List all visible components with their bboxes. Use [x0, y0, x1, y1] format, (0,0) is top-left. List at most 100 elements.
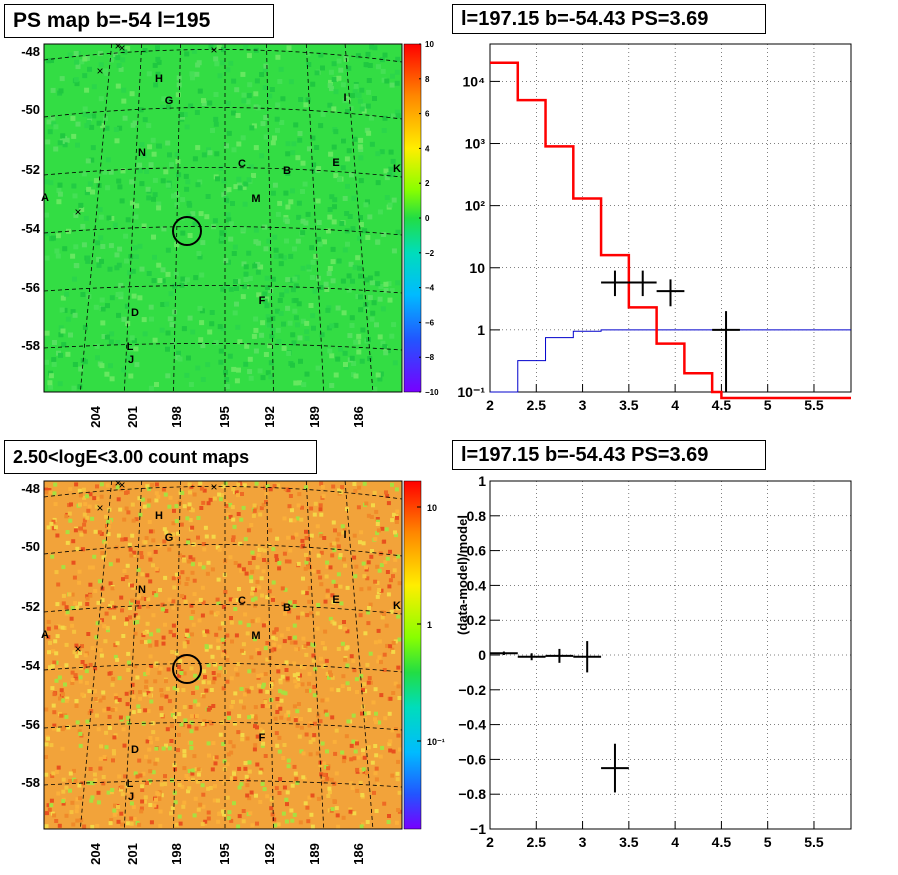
map-pixel [53, 502, 58, 507]
map-pixel [87, 181, 93, 187]
map-pixel [147, 498, 152, 503]
map-pixel [160, 267, 166, 273]
map-pixel [179, 282, 185, 288]
map-pixel [217, 811, 222, 816]
map-pixel [113, 707, 118, 712]
map-pixel [390, 158, 396, 164]
source-label-i: I [343, 92, 346, 104]
map-pixel [78, 651, 82, 655]
map-pixel [237, 563, 242, 568]
map-pixel [57, 675, 62, 680]
map-pixel [54, 651, 59, 656]
map-pixel [131, 585, 136, 590]
map-pixel [84, 123, 90, 129]
map-pixel [272, 630, 277, 635]
map-pixel [286, 488, 291, 493]
y-tick-label: −0.6 [458, 751, 486, 767]
map-pixel [333, 89, 339, 95]
map-pixel [53, 146, 59, 152]
map-pixel [360, 711, 364, 716]
map-pixel [125, 563, 130, 568]
map-pixel [184, 773, 189, 778]
map-pixel [260, 320, 266, 326]
map-pixel [108, 562, 113, 567]
map-pixel [331, 106, 337, 112]
map-pixel [233, 184, 239, 190]
map-pixel [275, 211, 281, 217]
map-pixel [366, 711, 371, 716]
map-pixel [102, 624, 107, 629]
cross-marker: × [118, 478, 125, 492]
map-pixel [85, 158, 91, 164]
map-pixel [70, 681, 75, 685]
map-pixel [223, 481, 228, 486]
map-pixel [277, 298, 283, 303]
map-pixel [193, 699, 198, 704]
map-pixel [237, 339, 243, 345]
map-pixel [198, 597, 203, 602]
map-pixel [101, 775, 106, 779]
map-pixel [256, 673, 261, 678]
map-pixel [78, 601, 82, 606]
grid-longitude-line [79, 43, 113, 393]
map-pixel [61, 565, 66, 570]
map-pixel [260, 782, 265, 786]
y-axis-label: (data-model)/model [455, 515, 470, 635]
map-pixel [164, 694, 169, 699]
map-pixel [347, 686, 351, 691]
map-pixel [231, 110, 236, 116]
map-pixel [274, 786, 279, 791]
map-pixel [257, 585, 262, 590]
map-pixel [115, 340, 121, 345]
map-pixel [255, 821, 259, 826]
map-pixel [176, 172, 182, 178]
map-pixel [218, 666, 223, 671]
map-pixel [242, 692, 247, 697]
map-pixel [74, 704, 79, 708]
map-pixel [328, 565, 333, 570]
map-pixel [298, 673, 302, 678]
map-pixel [241, 651, 246, 655]
map-pixel [255, 105, 261, 111]
map-pixel [145, 781, 149, 785]
map-pixel [93, 666, 98, 671]
map-pixel [340, 138, 346, 144]
map-pixel [216, 577, 221, 582]
ps-map-coordinate-grid [43, 43, 403, 393]
map-pixel [299, 749, 304, 754]
map-pixel [108, 363, 113, 369]
map-pixel [174, 822, 179, 827]
map-pixel [241, 642, 246, 647]
map-pixel [204, 688, 209, 693]
map-pixel [122, 569, 127, 573]
map-pixel [234, 598, 239, 603]
map-pixel [269, 648, 274, 653]
map-pixel [75, 142, 80, 148]
map-pixel [326, 794, 331, 798]
map-pixel [330, 807, 335, 812]
map-pixel [243, 45, 249, 51]
map-pixel [220, 637, 225, 642]
map-pixel [190, 610, 195, 614]
map-pixel [101, 690, 106, 695]
map-pixel [384, 78, 390, 84]
map-pixel [250, 619, 255, 624]
map-pixel [121, 727, 126, 732]
map-pixel [253, 239, 259, 245]
map-pixel [236, 824, 241, 829]
map-pixel [57, 191, 63, 197]
map-pixel [243, 264, 249, 270]
map-pixel [82, 529, 87, 534]
map-pixel [319, 550, 324, 555]
map-pixel [367, 586, 372, 591]
map-pixel [182, 558, 186, 563]
map-pixel [92, 772, 97, 777]
map-pixel [294, 532, 299, 537]
map-pixel [263, 754, 268, 758]
map-pixel [270, 190, 276, 196]
map-pixel [327, 214, 333, 220]
map-pixel [61, 789, 66, 794]
map-pixel [130, 122, 136, 128]
map-pixel [300, 505, 304, 510]
map-pixel [68, 788, 72, 793]
